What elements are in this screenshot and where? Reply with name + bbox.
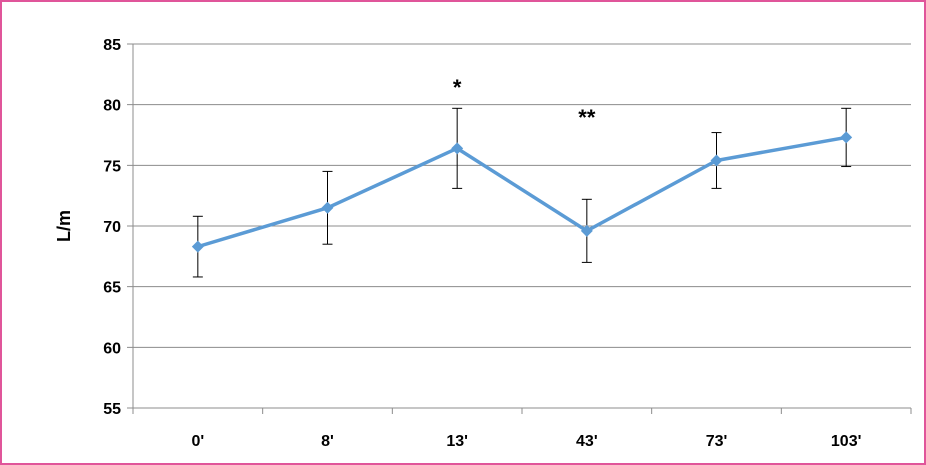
y-tick-label: 65 — [103, 280, 121, 297]
data-point-marker — [580, 224, 593, 237]
gridlines — [127, 43, 911, 409]
x-tick-label: 103' — [831, 433, 862, 450]
data-point-marker — [710, 154, 723, 167]
y-tick-label: 80 — [103, 98, 121, 115]
x-tick-label: 43' — [576, 433, 598, 450]
y-tick-label: 70 — [103, 219, 121, 236]
x-tick-label: 73' — [706, 433, 728, 450]
data-point-marker — [451, 142, 464, 155]
y-tick-label: 55 — [103, 401, 121, 418]
significance-annotation: * — [453, 75, 462, 100]
error-bars — [192, 107, 852, 278]
y-axis-title: L/m — [54, 210, 74, 242]
significance-annotation: ** — [578, 105, 596, 130]
y-tick-label: 60 — [103, 340, 121, 357]
x-tick-label: 8' — [321, 433, 334, 450]
x-tick-label: 0' — [191, 433, 204, 450]
data-point-marker — [191, 240, 204, 253]
data-point-marker — [840, 131, 853, 144]
series — [191, 131, 853, 253]
data-point-marker — [321, 201, 334, 214]
series-line — [197, 135, 847, 249]
y-tick-label: 75 — [103, 158, 121, 175]
y-tick-label: 85 — [103, 37, 121, 54]
axes — [132, 44, 912, 414]
x-tick-label: 13' — [446, 433, 468, 450]
